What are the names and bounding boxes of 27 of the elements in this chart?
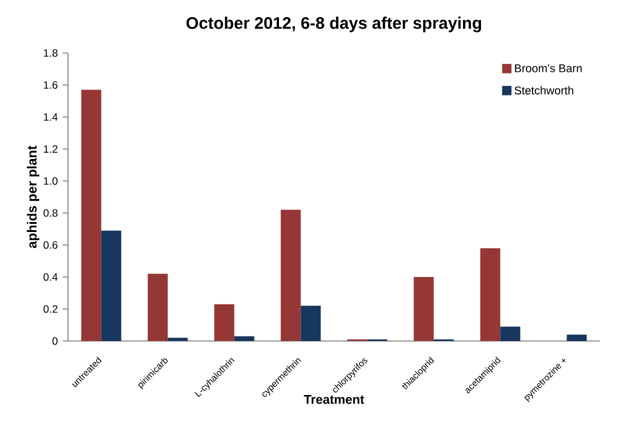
bar <box>234 336 254 341</box>
y-tick-label: 1.4 <box>44 113 58 121</box>
chart-title: October 2012, 6-8 days after spraying <box>186 16 482 32</box>
x-axis-title: Treatment <box>304 395 364 404</box>
y-tick-label: 0 <box>52 337 58 345</box>
y-tick-label: 1.0 <box>44 177 58 185</box>
y-tick-label: 0.8 <box>44 209 58 217</box>
bar <box>81 90 102 341</box>
legend-label: Stetchworth <box>514 86 574 94</box>
bar <box>480 248 500 341</box>
bar <box>101 230 122 341</box>
y-tick-label: 0.4 <box>44 273 58 281</box>
y-axis-title: aphids per plant <box>26 146 40 248</box>
bar <box>500 326 520 341</box>
y-tick-label: 0.6 <box>44 241 58 249</box>
bar <box>148 274 168 341</box>
bar <box>280 210 301 341</box>
bar <box>214 304 234 341</box>
y-tick-label: 1.2 <box>44 145 58 153</box>
legend-label: Broom's Barn <box>515 64 582 72</box>
y-tick-label: 1.6 <box>44 81 58 89</box>
bar <box>300 306 321 341</box>
y-tick-label: 1.8 <box>44 49 58 57</box>
y-tick-label: 0.2 <box>44 305 58 313</box>
bar <box>566 334 587 341</box>
bar <box>168 338 188 341</box>
bar <box>414 277 434 341</box>
